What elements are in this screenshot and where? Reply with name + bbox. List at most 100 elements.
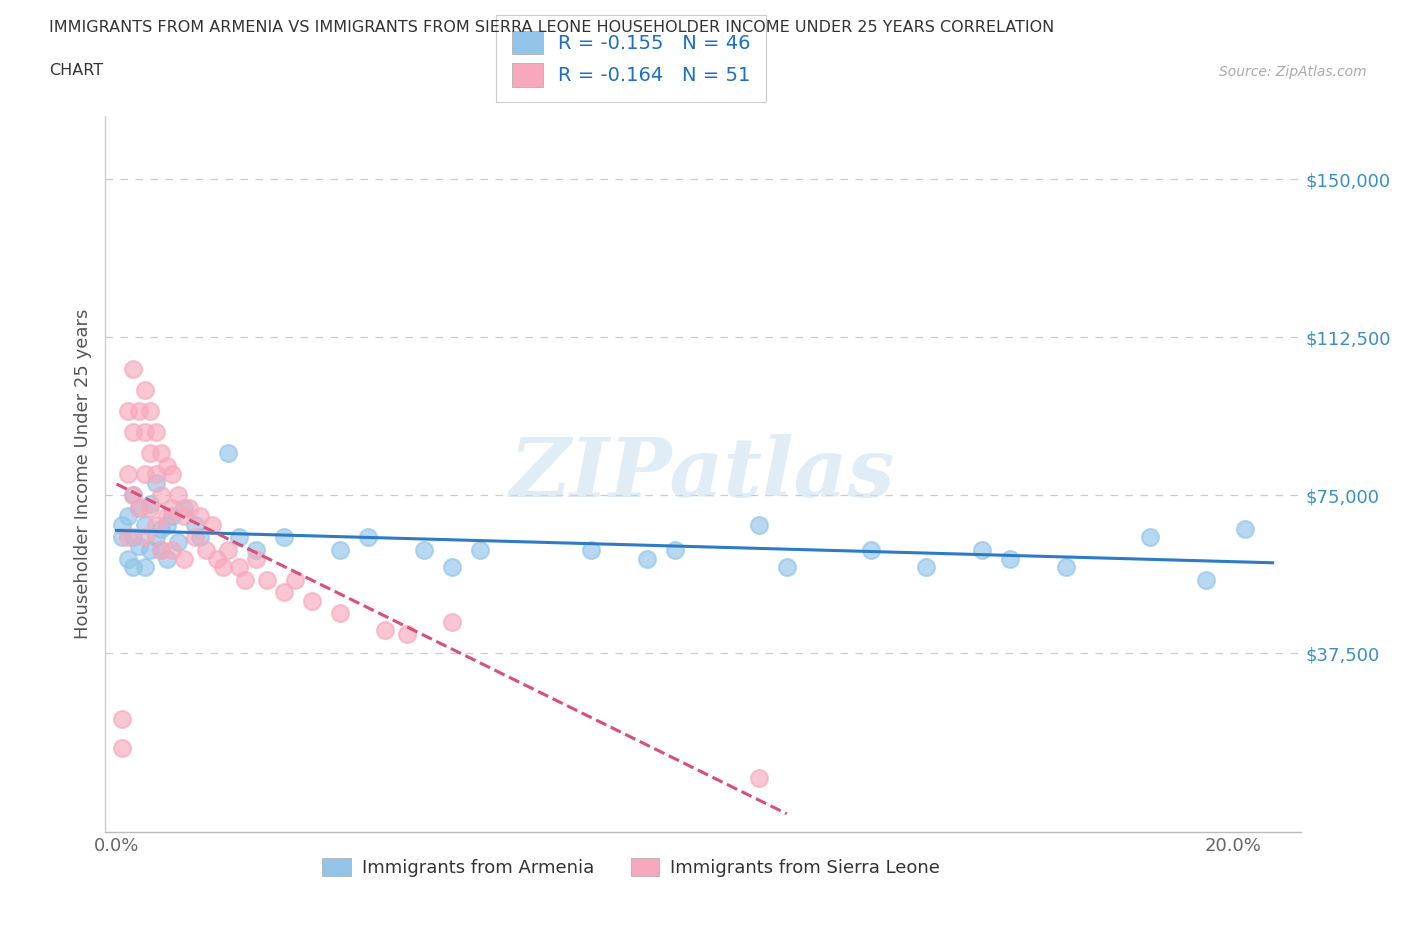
Point (111, 517, 134, 532)
Point (357, 530, 380, 545)
Point (117, 509, 139, 524)
Point (217, 543, 239, 558)
Point (150, 543, 173, 558)
Point (1139, 530, 1161, 545)
Point (228, 530, 250, 545)
Point (156, 458, 179, 473)
Legend: Immigrants from Armenia, Immigrants from Sierra Leone: Immigrants from Armenia, Immigrants from… (315, 850, 948, 884)
Point (194, 543, 217, 558)
Point (150, 445, 173, 460)
Point (122, 488, 145, 503)
Point (162, 543, 184, 558)
Point (284, 572, 307, 587)
Point (117, 551, 139, 566)
Point (134, 467, 156, 482)
Point (233, 572, 256, 587)
Point (156, 517, 179, 532)
Point (134, 425, 156, 440)
Point (122, 362, 145, 377)
Point (179, 500, 201, 515)
Point (122, 425, 145, 440)
Point (748, 517, 770, 532)
Point (134, 382, 156, 397)
Point (111, 711, 134, 726)
Point (162, 500, 184, 515)
Point (173, 500, 195, 515)
Point (122, 530, 145, 545)
Point (1194, 572, 1216, 587)
Point (128, 404, 150, 418)
Point (150, 522, 173, 537)
Point (139, 497, 162, 512)
Point (167, 488, 190, 503)
Point (139, 445, 162, 460)
Point (122, 488, 145, 503)
Point (173, 509, 195, 524)
Point (184, 530, 207, 545)
Point (134, 517, 156, 532)
Point (748, 770, 770, 785)
Point (139, 543, 162, 558)
Point (374, 623, 396, 638)
Point (117, 530, 139, 545)
Point (134, 560, 156, 575)
Point (145, 475, 167, 490)
Y-axis label: Householder Income Under 25 years: Householder Income Under 25 years (73, 309, 91, 640)
Point (1233, 522, 1256, 537)
Point (167, 534, 190, 549)
Text: IMMIGRANTS FROM ARMENIA VS IMMIGRANTS FROM SIERRA LEONE HOUSEHOLDER INCOME UNDER: IMMIGRANTS FROM ARMENIA VS IMMIGRANTS FR… (49, 20, 1054, 35)
Point (211, 560, 233, 575)
Point (173, 551, 195, 566)
Point (150, 488, 173, 503)
Point (440, 615, 463, 630)
Point (190, 509, 212, 524)
Text: Source: ZipAtlas.com: Source: ZipAtlas.com (1219, 65, 1367, 79)
Point (162, 467, 184, 482)
Point (190, 530, 212, 545)
Text: ZIPatlas: ZIPatlas (510, 434, 896, 514)
Point (273, 585, 295, 600)
Point (468, 543, 491, 558)
Point (117, 404, 139, 418)
Point (117, 467, 139, 482)
Text: CHART: CHART (49, 63, 103, 78)
Point (217, 445, 239, 460)
Point (156, 509, 179, 524)
Point (134, 530, 156, 545)
Point (1054, 560, 1077, 575)
Point (145, 517, 167, 532)
Point (184, 517, 207, 532)
Point (998, 551, 1021, 566)
Point (156, 551, 179, 566)
Point (162, 509, 184, 524)
Point (581, 543, 603, 558)
Point (972, 543, 994, 558)
Point (145, 467, 167, 482)
Point (145, 425, 167, 440)
Point (145, 530, 167, 545)
Point (256, 572, 278, 587)
Point (122, 560, 145, 575)
Point (205, 551, 228, 566)
Point (111, 530, 134, 545)
Point (139, 500, 162, 515)
Point (228, 560, 250, 575)
Point (273, 530, 295, 545)
Point (301, 593, 323, 608)
Point (859, 543, 882, 558)
Point (776, 560, 799, 575)
Point (245, 551, 267, 566)
Point (636, 551, 658, 566)
Point (440, 560, 463, 575)
Point (128, 500, 150, 515)
Point (395, 627, 418, 642)
Point (111, 740, 134, 755)
Point (329, 543, 352, 558)
Point (329, 605, 352, 620)
Point (150, 543, 173, 558)
Point (915, 560, 938, 575)
Point (245, 543, 267, 558)
Point (139, 404, 162, 418)
Point (128, 538, 150, 553)
Point (200, 517, 222, 532)
